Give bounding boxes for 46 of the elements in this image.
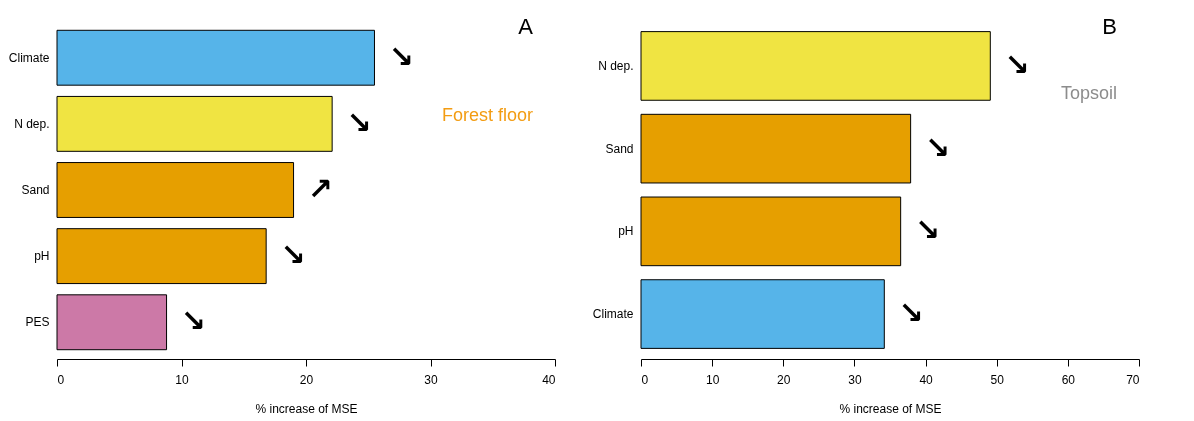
annotation: ↘: [280, 237, 306, 273]
bar: [640, 113, 912, 184]
x-tick-label: 20: [299, 372, 314, 387]
x-tick-label: 0: [641, 372, 649, 387]
x-tick-label: 30: [848, 372, 862, 387]
x-tick-label: 30: [424, 372, 438, 387]
annotation: ↘: [924, 129, 950, 165]
annotation: Forest floor: [441, 105, 533, 125]
y-tick-label: N dep.: [598, 58, 634, 73]
y-tick-label: Sand: [21, 183, 50, 197]
y-tick-label: pH: [618, 224, 634, 239]
bar: [56, 294, 168, 351]
x-tick-label: 40: [919, 372, 934, 387]
x-tick-label: 50: [990, 372, 1005, 387]
y-tick-label: N dep.: [14, 116, 50, 131]
x-tick-label: 10: [175, 372, 189, 387]
annotation: Topsoil: [1060, 83, 1117, 103]
annotation: B: [1102, 14, 1117, 39]
x-tick-label: 10: [705, 372, 720, 387]
bar: [640, 279, 885, 349]
annotation: ↘: [898, 295, 924, 331]
bar: [56, 95, 333, 152]
y-tick-label: Sand: [605, 141, 634, 156]
x-tick-label: 60: [1061, 372, 1076, 387]
bar: [56, 162, 295, 218]
x-axis-title: % increase of MSE: [839, 401, 942, 416]
y-tick-label: Climate: [8, 50, 50, 65]
bar: [56, 228, 267, 285]
x-axis-title: % increase of MSE: [255, 401, 358, 416]
bar: [640, 31, 991, 101]
y-tick-label: Climate: [592, 307, 634, 322]
annotation: ↘: [388, 38, 414, 74]
annotation: A: [518, 14, 534, 39]
annotation: ↘: [914, 212, 940, 248]
annotation: ↘: [180, 303, 206, 339]
x-tick-label: 70: [1126, 372, 1140, 387]
x-tick-label: 0: [57, 372, 65, 387]
bar: [56, 29, 375, 86]
x-tick-label: 20: [777, 372, 791, 387]
y-tick-label: PES: [25, 315, 50, 330]
annotation: ↘: [346, 104, 372, 140]
x-tick-label: 40: [542, 372, 556, 387]
annotation: ↗: [307, 171, 333, 206]
annotation: ↘: [1004, 46, 1030, 82]
bar: [640, 196, 902, 267]
y-tick-label: pH: [34, 249, 50, 264]
